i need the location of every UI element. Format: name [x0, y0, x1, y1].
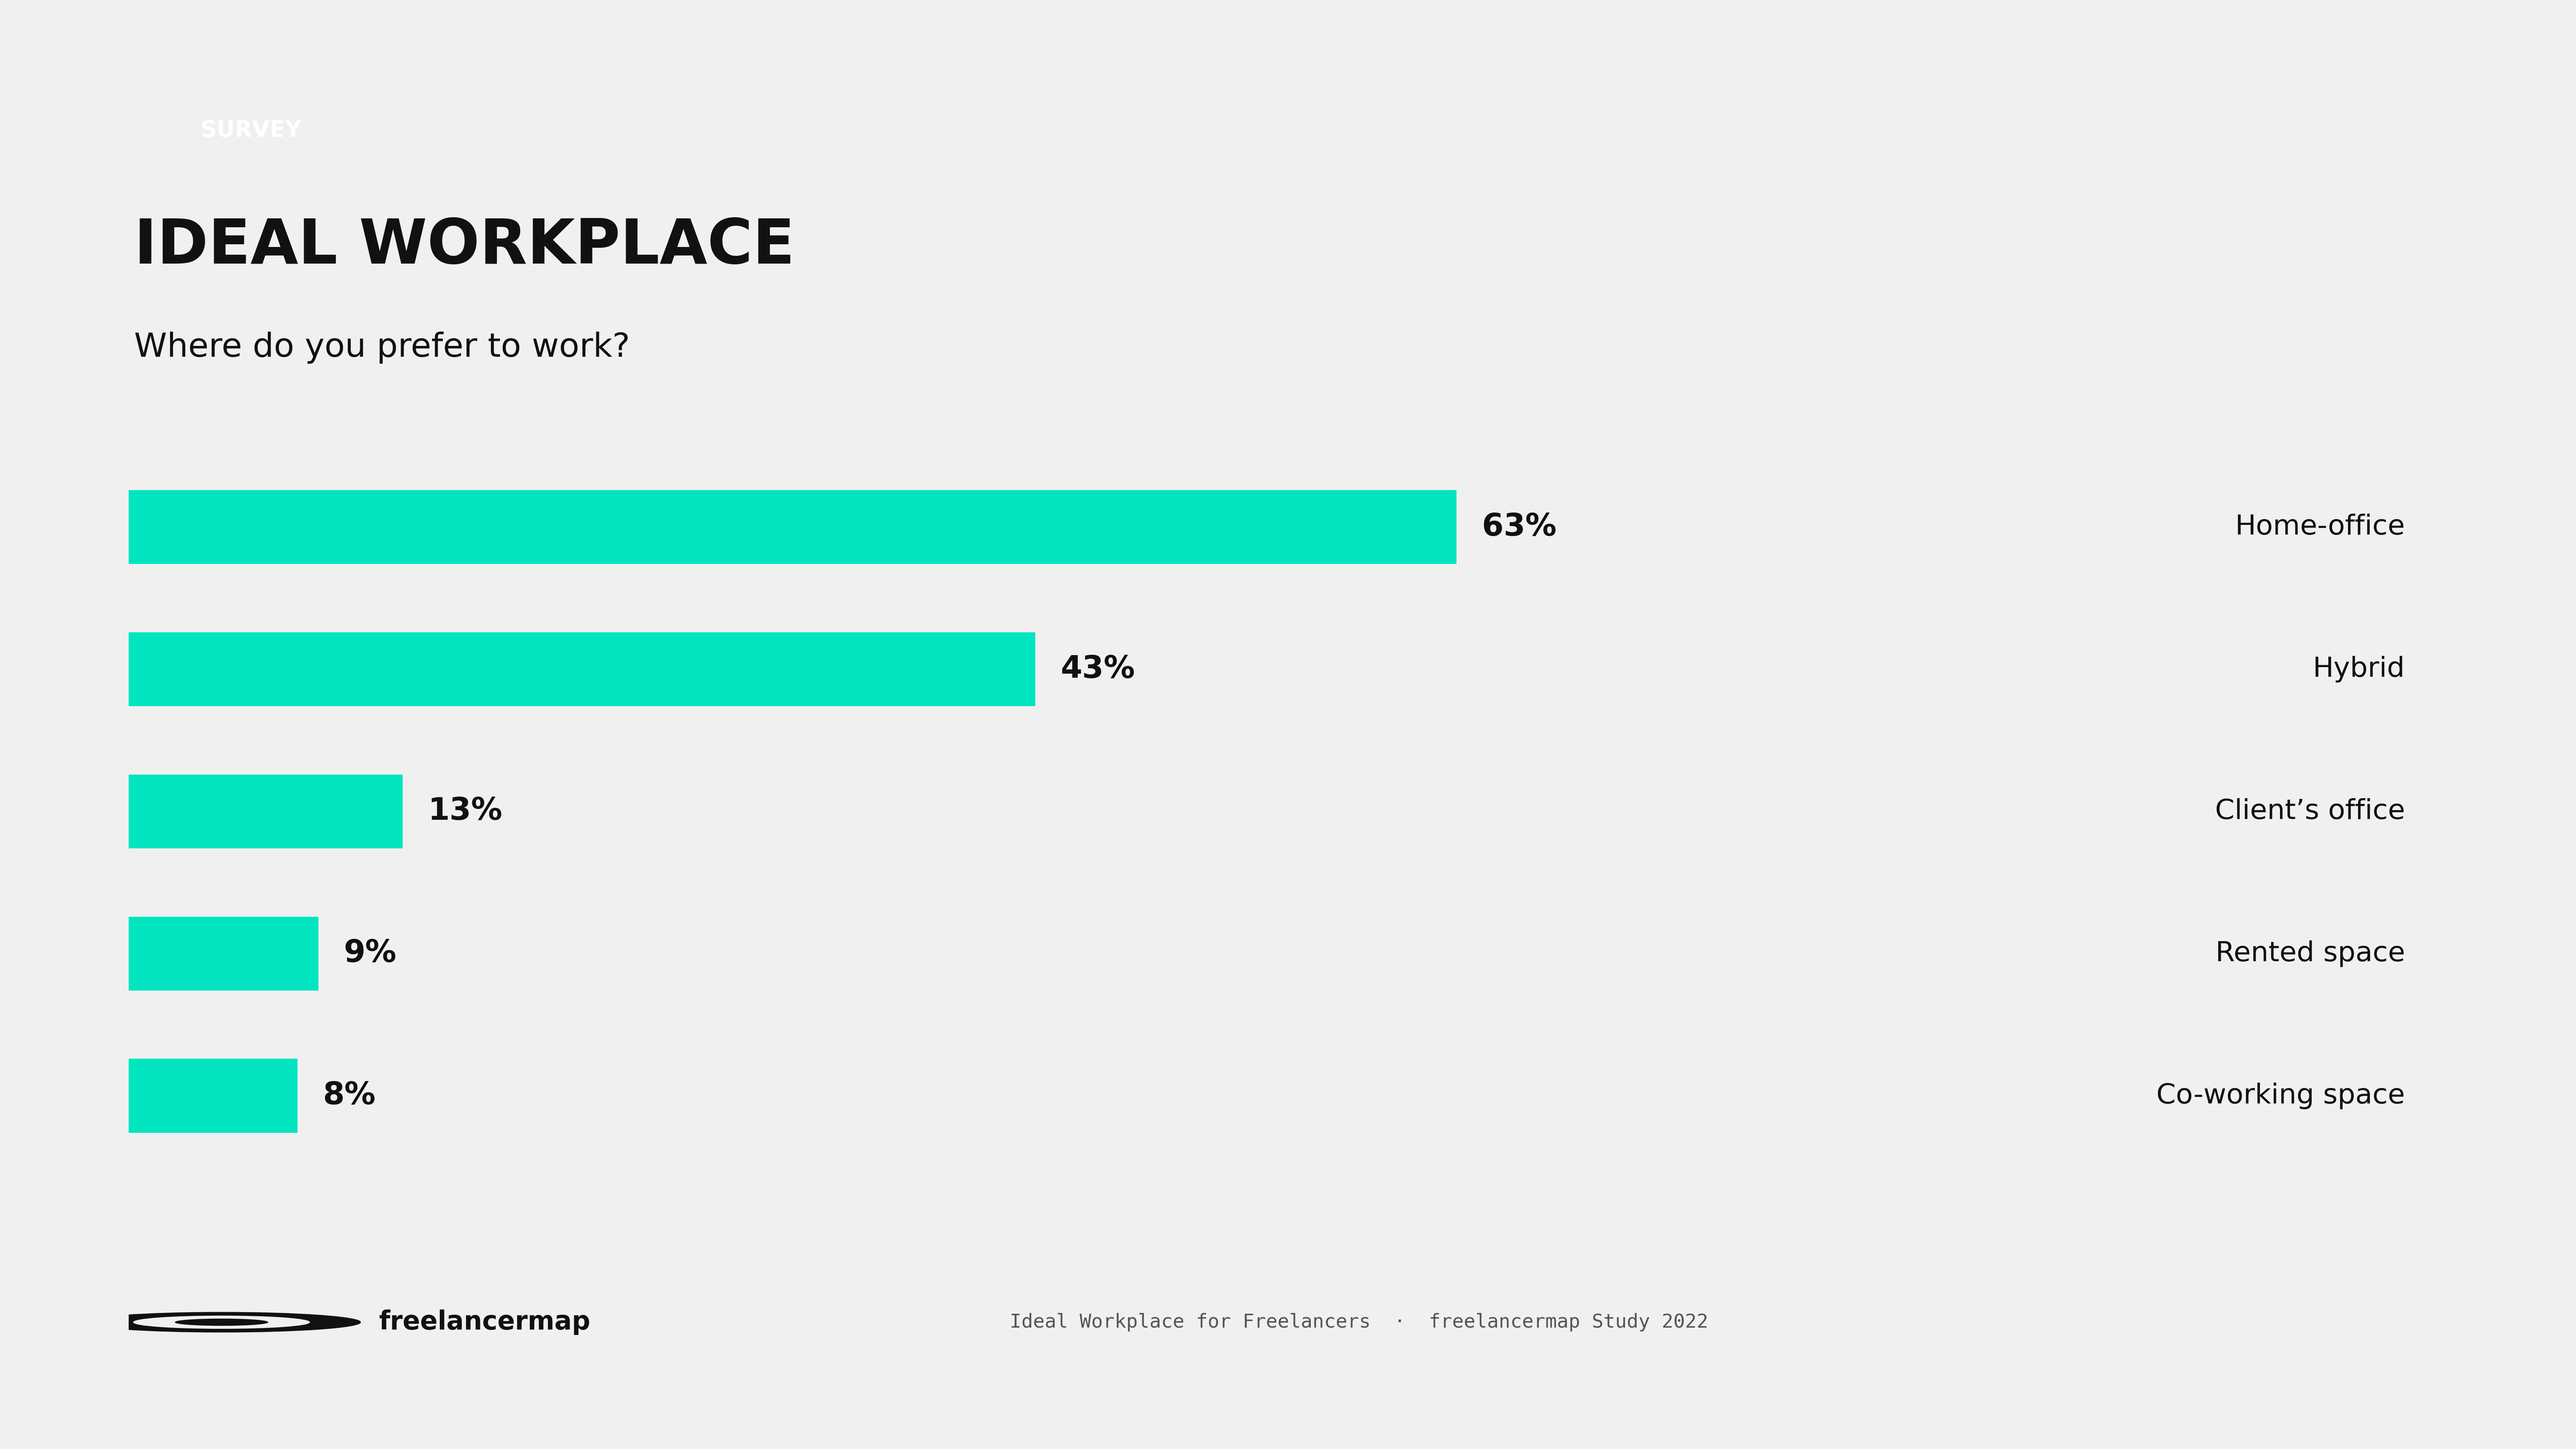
Circle shape — [134, 1316, 309, 1329]
Bar — [129, 490, 1455, 564]
Text: SURVEY: SURVEY — [201, 119, 301, 142]
Text: Rented space: Rented space — [2215, 940, 2406, 966]
Bar — [129, 917, 319, 991]
Text: Ideal Workplace for Freelancers  ·  freelancermap Study 2022: Ideal Workplace for Freelancers · freela… — [1010, 1313, 1708, 1332]
Text: Hybrid: Hybrid — [2313, 656, 2406, 682]
Bar — [129, 1059, 296, 1133]
Text: 8%: 8% — [322, 1081, 376, 1111]
Circle shape — [82, 1313, 361, 1332]
Bar — [129, 774, 402, 849]
Circle shape — [175, 1319, 268, 1326]
Text: 63%: 63% — [1481, 511, 1556, 542]
Text: Where do you prefer to work?: Where do you prefer to work? — [134, 332, 631, 364]
Text: 13%: 13% — [428, 797, 502, 826]
Text: Co-working space: Co-working space — [2156, 1082, 2406, 1108]
Text: 43%: 43% — [1061, 653, 1136, 684]
Text: Client’s office: Client’s office — [2215, 798, 2406, 824]
Bar — [129, 632, 1036, 706]
Text: freelancermap: freelancermap — [379, 1310, 590, 1335]
Text: IDEAL WORKPLACE: IDEAL WORKPLACE — [134, 216, 793, 277]
Text: Home-office: Home-office — [2236, 514, 2406, 540]
Text: 9%: 9% — [343, 939, 397, 969]
